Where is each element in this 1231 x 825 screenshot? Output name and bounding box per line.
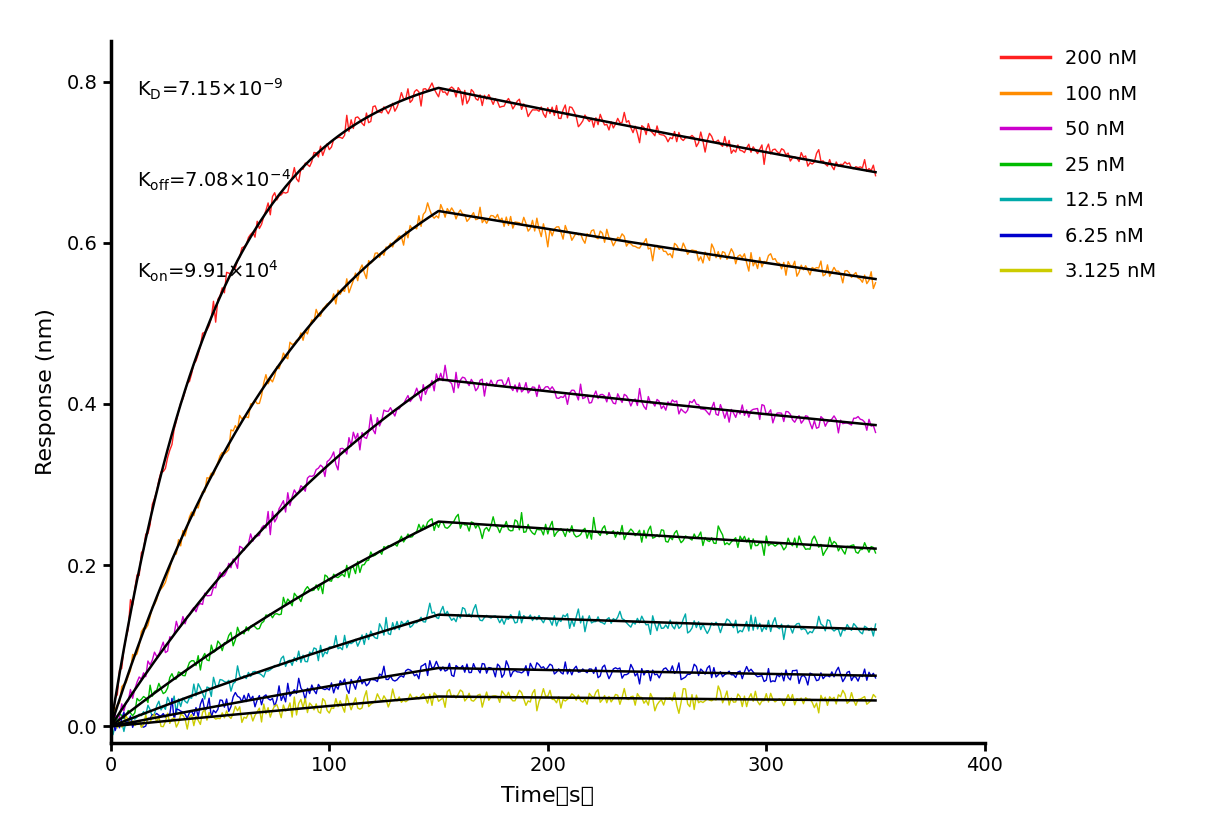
Text: K$_{\rm on}$=9.91$\times$10$^{4}$: K$_{\rm on}$=9.91$\times$10$^{4}$ <box>137 259 278 284</box>
Text: K$_{\rm D}$=7.15$\times$10$^{-9}$: K$_{\rm D}$=7.15$\times$10$^{-9}$ <box>137 77 283 101</box>
Y-axis label: Response (nm): Response (nm) <box>36 309 55 475</box>
Text: K$_{\rm off}$=7.08$\times$10$^{-4}$: K$_{\rm off}$=7.08$\times$10$^{-4}$ <box>137 167 291 193</box>
X-axis label: Time（s）: Time（s） <box>501 785 595 806</box>
Legend: 200 nM, 100 nM, 50 nM, 25 nM, 12.5 nM, 6.25 nM, 3.125 nM: 200 nM, 100 nM, 50 nM, 25 nM, 12.5 nM, 6… <box>993 41 1165 289</box>
